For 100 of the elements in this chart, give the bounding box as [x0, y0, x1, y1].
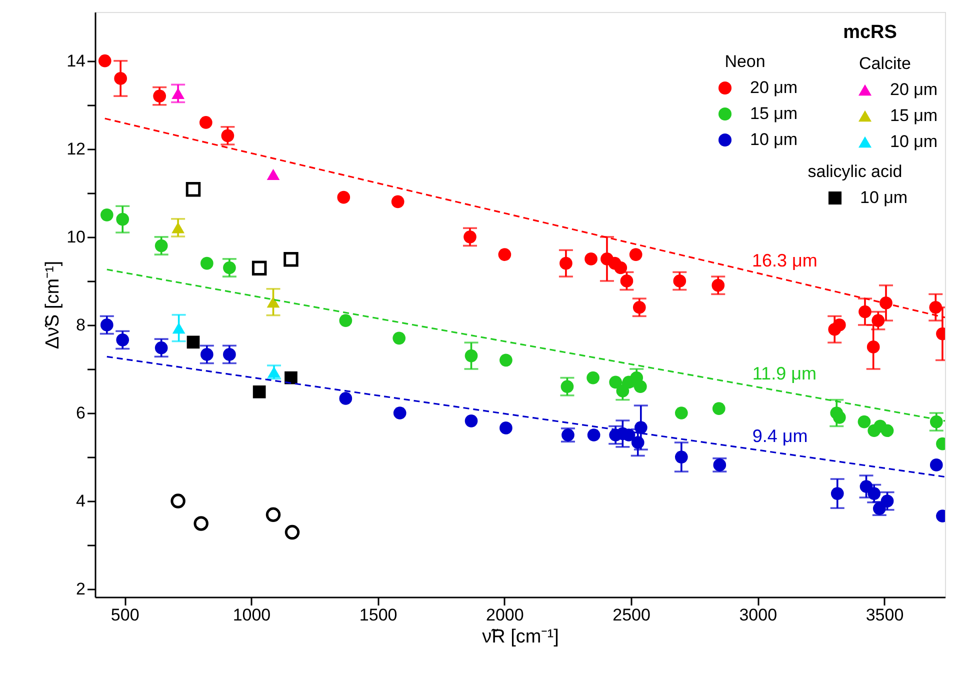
annotation: Calcite	[859, 54, 911, 73]
point	[392, 332, 406, 345]
point	[584, 252, 598, 266]
point	[712, 278, 725, 292]
y-tick-label: 8	[76, 315, 86, 334]
point	[712, 402, 726, 416]
point	[609, 376, 622, 389]
point	[337, 190, 350, 204]
point	[832, 410, 846, 424]
legend-label: 15 μm	[750, 104, 798, 123]
x-tick-label: 1000	[232, 606, 271, 624]
annotation: 11.9 μm	[752, 364, 816, 384]
x-tick-label: 2500	[612, 606, 650, 624]
point	[464, 349, 478, 362]
point	[629, 248, 642, 261]
point	[832, 318, 846, 332]
point	[100, 208, 114, 222]
point	[631, 436, 644, 449]
point	[880, 424, 894, 438]
annotation: salicylic acid	[808, 162, 902, 181]
point	[634, 421, 648, 434]
point	[614, 261, 628, 274]
annotation: 16.3 μm	[752, 250, 818, 271]
legend-label: 10 μm	[890, 132, 938, 151]
point	[586, 371, 600, 384]
point	[284, 524, 300, 540]
point	[930, 458, 943, 472]
point	[153, 90, 166, 102]
point	[872, 314, 885, 327]
x-tick-label: 3500	[866, 606, 904, 624]
point	[634, 380, 647, 394]
point	[620, 274, 634, 288]
point	[223, 261, 236, 274]
point	[560, 380, 574, 394]
x-tick-label: 1500	[359, 606, 398, 624]
point	[632, 300, 646, 314]
point	[500, 422, 512, 434]
point	[199, 116, 212, 129]
point	[674, 406, 688, 420]
point	[587, 428, 600, 442]
y-tick-label: 12	[66, 139, 86, 158]
point	[266, 296, 280, 308]
point	[616, 384, 630, 398]
point	[464, 230, 476, 244]
point	[114, 72, 127, 85]
y-tick-label: 10	[66, 227, 86, 246]
point	[100, 318, 114, 332]
point	[252, 260, 267, 276]
point	[339, 392, 352, 405]
point	[880, 494, 894, 508]
point	[830, 487, 844, 500]
point	[223, 348, 236, 361]
legend-label: 20 μm	[890, 80, 938, 99]
y-tick-label: 6	[76, 404, 86, 423]
x-tick-label: 500	[110, 606, 140, 624]
y-tick-label: 4	[76, 492, 86, 511]
point	[154, 341, 168, 354]
point	[560, 256, 572, 270]
point	[116, 212, 130, 226]
legend-label: 20 μm	[750, 78, 798, 97]
point	[172, 88, 184, 99]
point	[252, 385, 266, 398]
point	[266, 507, 281, 522]
point	[172, 322, 186, 334]
point	[858, 415, 871, 428]
point	[930, 415, 943, 428]
point	[266, 168, 280, 180]
point	[154, 239, 168, 252]
point	[858, 305, 872, 318]
point	[284, 371, 298, 384]
point	[929, 300, 942, 314]
point	[500, 354, 512, 367]
point	[172, 222, 184, 234]
legend-label: 10 μm	[750, 130, 798, 149]
point	[860, 480, 873, 493]
point	[221, 129, 234, 142]
point	[200, 348, 214, 361]
point	[284, 252, 298, 267]
point	[186, 182, 201, 197]
point	[116, 334, 130, 346]
y-tick-label: 14	[66, 51, 86, 70]
point	[200, 256, 214, 270]
annotation: 9.4 μm	[752, 426, 808, 446]
point	[674, 450, 688, 464]
point	[498, 248, 512, 261]
y-tick-label: 2	[76, 580, 86, 599]
point	[673, 274, 686, 288]
point	[194, 516, 208, 531]
point	[866, 340, 880, 354]
point	[186, 336, 200, 349]
point	[391, 195, 404, 208]
point	[170, 494, 186, 508]
annotation: Neon	[724, 52, 766, 71]
x-tick-label: 3000	[739, 606, 778, 624]
point	[393, 406, 406, 420]
legend-title: mcRS	[843, 22, 897, 43]
y-axis-title: Δν̃S [cm⁻¹]	[42, 260, 64, 350]
legend-label: 15 μm	[890, 106, 938, 125]
point	[880, 296, 892, 310]
x-axis-title: ν̃R [cm⁻¹]	[482, 626, 559, 648]
